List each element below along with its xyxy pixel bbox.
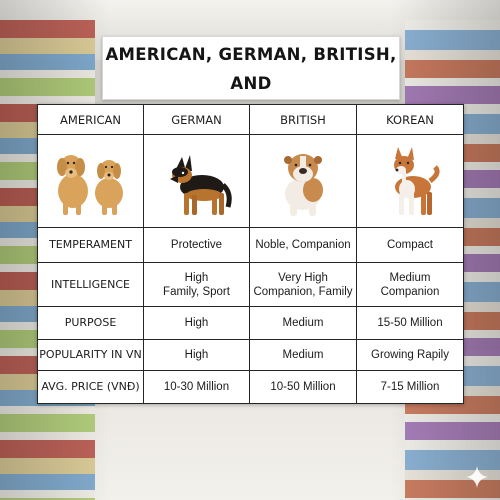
header-german: GERMAN	[143, 104, 250, 135]
purpose-row: PURPOSE High Medium 15-50 Million	[37, 306, 464, 340]
korean-dog-cell	[356, 134, 464, 228]
intelligence-row: INTELLIGENCE High Family, Sport Very Hig…	[37, 262, 464, 307]
intelligence-british-line-2: Companion, Family	[253, 285, 353, 298]
popularity-german: High	[143, 339, 250, 371]
price-british: 10-50 Million	[249, 370, 357, 404]
english-bulldog-image	[284, 154, 323, 216]
row-label-price: AVG. PRICE (VNĐ)	[37, 370, 144, 404]
dog-image-row	[37, 134, 464, 228]
intelligence-british: Very High Companion, Family	[249, 262, 357, 307]
popularity-row: POPULARITY IN VN High Medium Growing Rap…	[37, 339, 464, 371]
sparkle-icon	[466, 466, 488, 488]
header-american: AMERICAN	[37, 104, 144, 135]
header-british: BRITISH	[249, 104, 357, 135]
temperament-row: TEMPERAMENT Protective Noble, Companion …	[37, 227, 464, 263]
title-line-1: AMERICAN, GERMAN, BRITISH, AND	[105, 45, 397, 93]
british-dog-cell	[249, 134, 357, 228]
title-box: AMERICAN, GERMAN, BRITISH, AND KOREAN DO…	[102, 36, 400, 122]
popularity-korean: Growing Rapily	[356, 339, 464, 371]
price-korean: 7-15 Million	[356, 370, 464, 404]
intelligence-korean: Medium Companion	[356, 262, 464, 307]
korean-dog-image	[394, 147, 440, 215]
golden-retrievers-image	[56, 155, 123, 215]
american-dog-cell	[37, 134, 144, 228]
purpose-british: Medium	[249, 306, 357, 340]
header-korean: KOREAN	[356, 104, 464, 135]
intelligence-german: High Family, Sport	[143, 262, 250, 307]
intelligence-german-line-2: Family, Sport	[163, 285, 230, 298]
intelligence-korean-line-1: Medium	[389, 271, 431, 284]
comparison-table: AMERICAN GERMAN BRITISH KOREAN	[37, 104, 464, 404]
row-label-purpose: PURPOSE	[37, 306, 144, 340]
german-dog-cell	[143, 134, 250, 228]
temperament-british: Noble, Companion	[249, 227, 357, 263]
popularity-british: Medium	[249, 339, 357, 371]
row-label-popularity: POPULARITY IN VN	[37, 339, 144, 371]
temperament-korean: Compact	[356, 227, 464, 263]
purpose-german: High	[143, 306, 250, 340]
header-row: AMERICAN GERMAN BRITISH KOREAN	[37, 104, 464, 135]
german-shepherd-image	[169, 155, 232, 215]
price-german: 10-30 Million	[143, 370, 250, 404]
intelligence-korean-line-2: Companion	[380, 285, 440, 298]
temperament-german: Protective	[143, 227, 250, 263]
purpose-korean: 15-50 Million	[356, 306, 464, 340]
price-row: AVG. PRICE (VNĐ) 10-30 Million 10-50 Mil…	[37, 370, 464, 404]
row-label-temperament: TEMPERAMENT	[37, 227, 144, 263]
intelligence-german-line-1: High	[184, 271, 209, 284]
intelligence-british-line-1: Very High	[278, 271, 328, 284]
row-label-intelligence: INTELLIGENCE	[37, 262, 144, 307]
